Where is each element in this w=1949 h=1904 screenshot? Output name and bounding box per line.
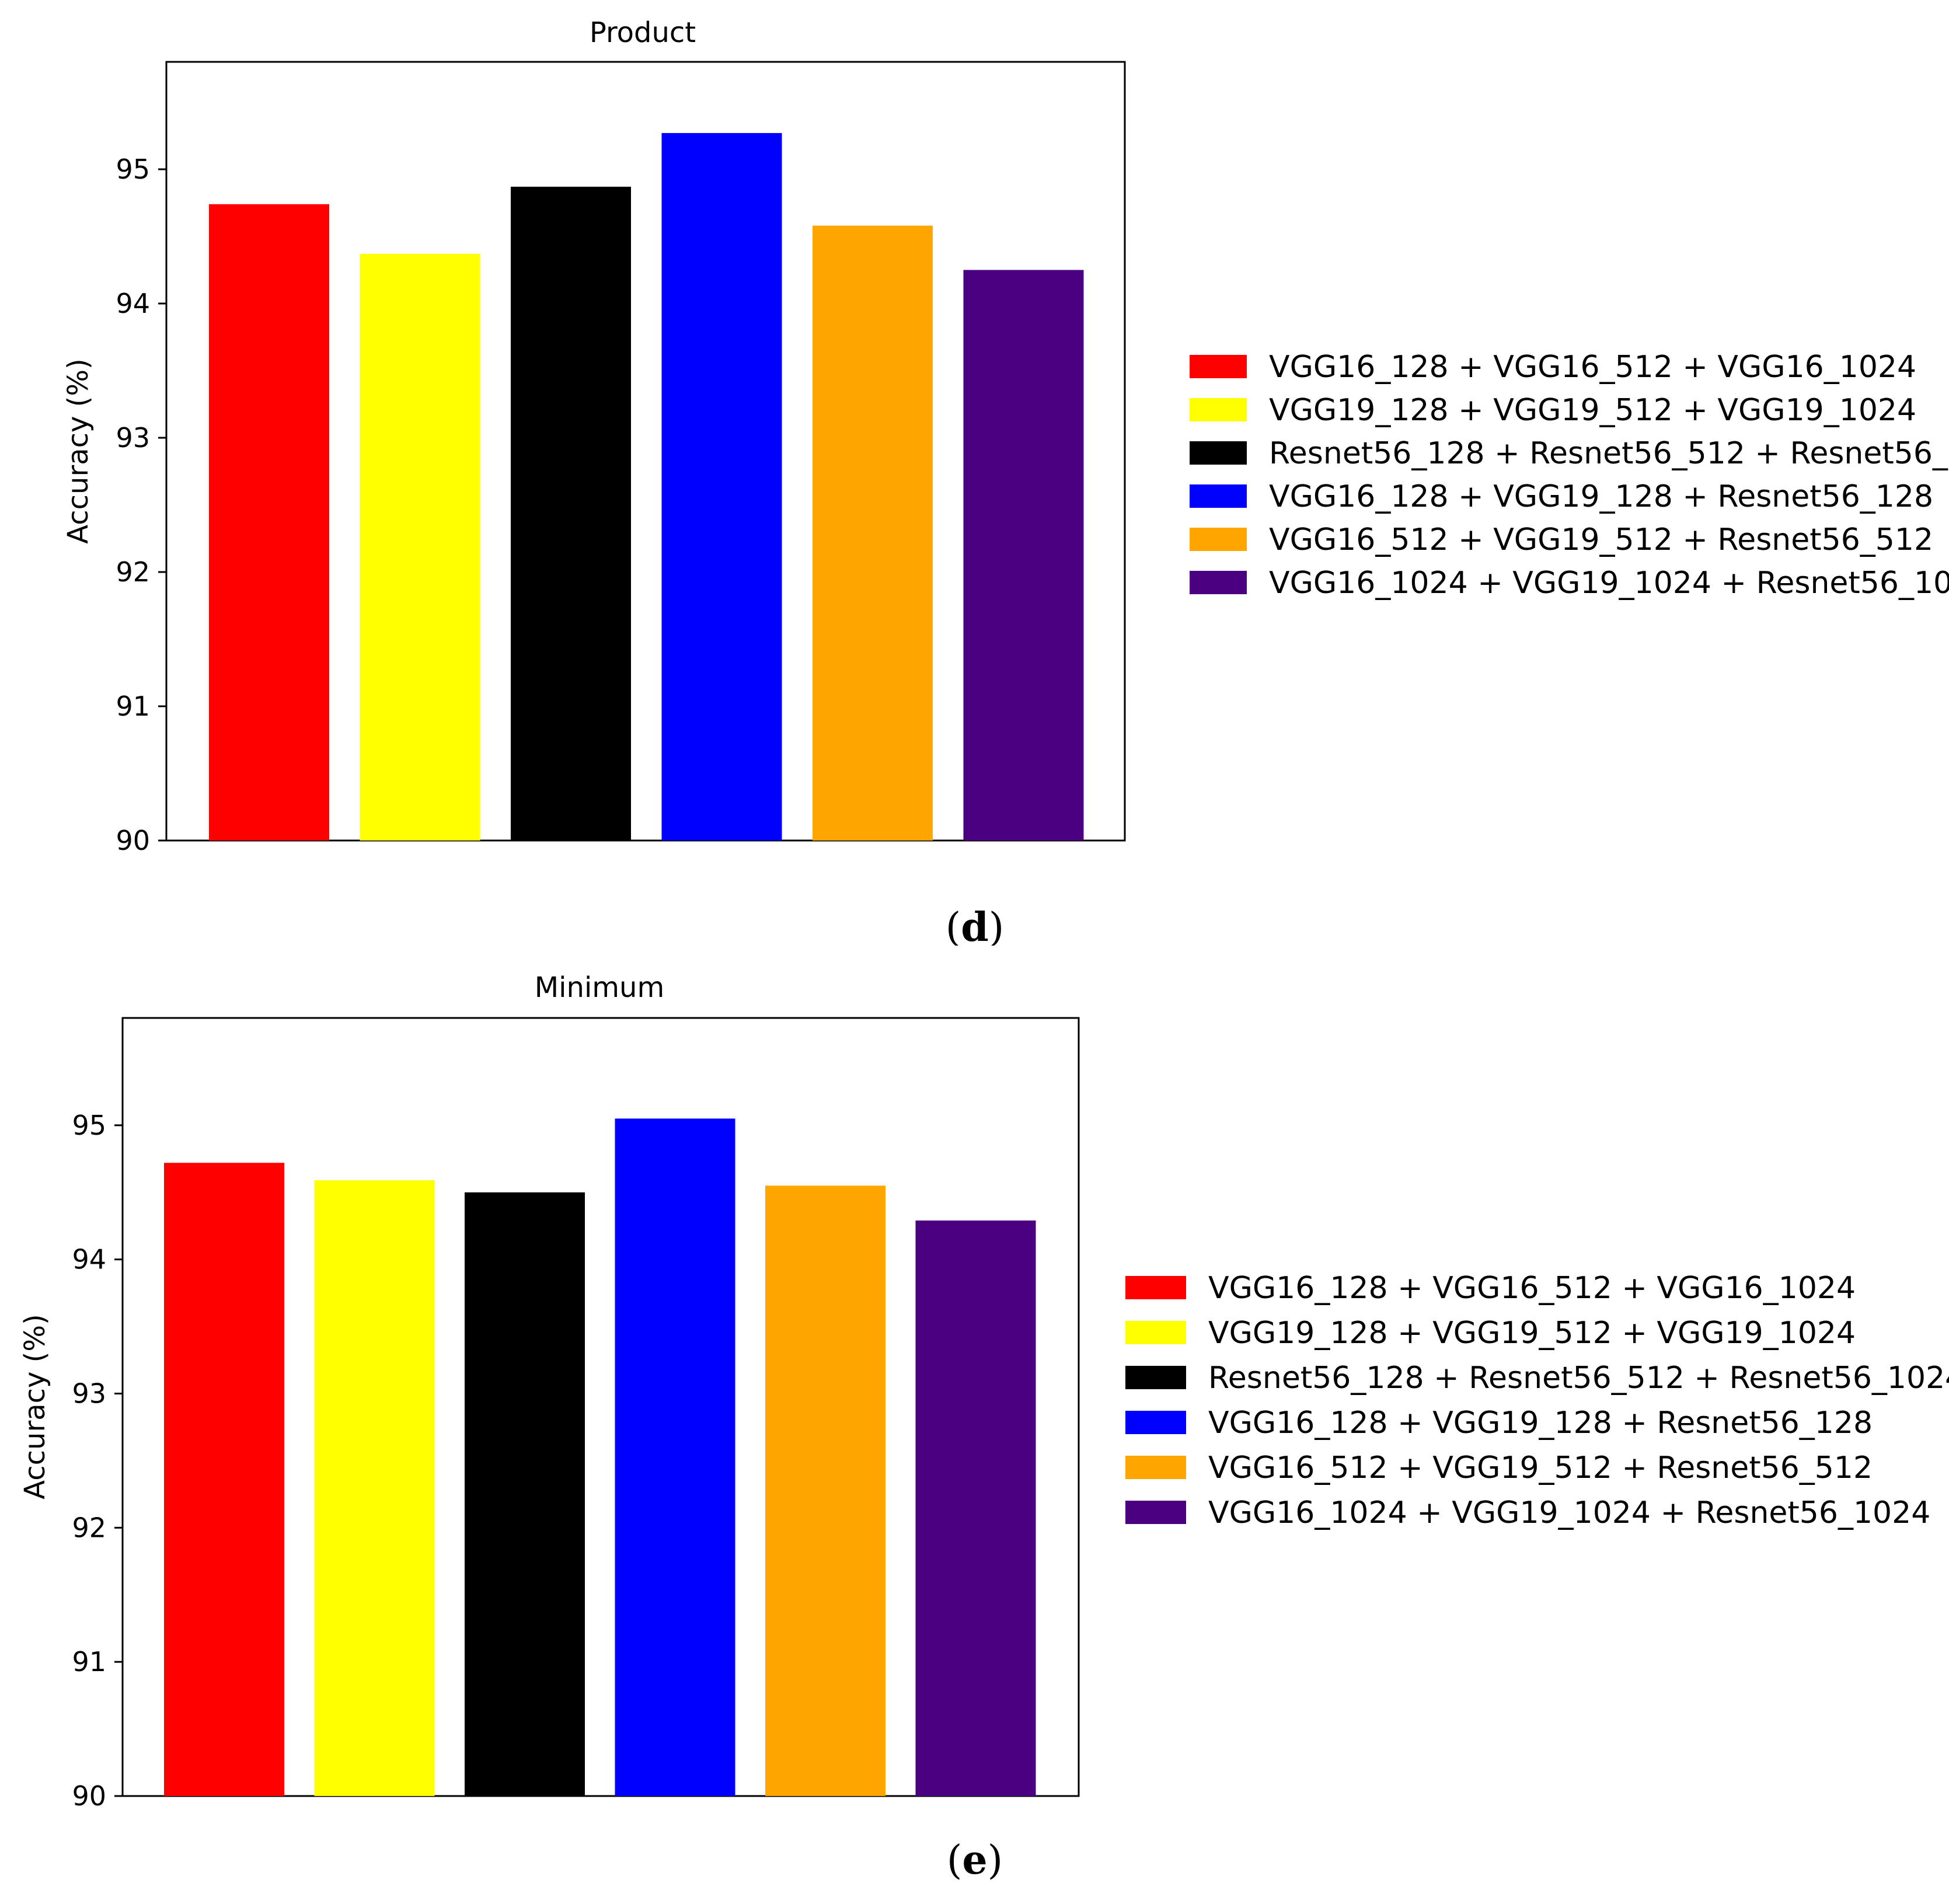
legend-label: VGG19_128 + VGG19_512 + VGG19_1024 xyxy=(1269,393,1916,428)
legend-item: VGG19_128 + VGG19_512 + VGG19_1024 xyxy=(1190,393,1916,428)
legend-label: VGG16_128 + VGG19_128 + Resnet56_128 xyxy=(1269,479,1933,514)
legend-swatch xyxy=(1190,355,1247,378)
y-axis: 90 91 92 93 94 95 xyxy=(72,1110,123,1812)
y-tick-label: 92 xyxy=(72,1512,106,1543)
y-tick-label: 90 xyxy=(72,1780,106,1812)
y-axis: 90 91 92 93 94 95 xyxy=(116,154,166,856)
y-tick-label: 91 xyxy=(116,691,150,722)
bar-group xyxy=(164,1118,1036,1796)
legend-item: VGG16_128 + VGG16_512 + VGG16_1024 xyxy=(1125,1271,1856,1306)
legend-label: Resnet56_128 + Resnet56_512 + Resnet56_1… xyxy=(1208,1361,1949,1396)
panel-label: (e) xyxy=(947,1837,1003,1884)
bar xyxy=(615,1118,735,1796)
y-axis-label: Accuracy (%) xyxy=(19,1314,51,1499)
legend-label: VGG16_1024 + VGG19_1024 + Resnet56_1024 xyxy=(1208,1495,1930,1530)
legend-item: VGG16_1024 + VGG19_1024 + Resnet56_1024 xyxy=(1190,566,1949,601)
legend-item: VGG16_128 + VGG19_128 + Resnet56_128 xyxy=(1125,1406,1873,1441)
panel-label: (d) xyxy=(946,904,1005,946)
panel-letter: d xyxy=(961,904,989,946)
legend-swatch xyxy=(1190,398,1247,421)
y-tick-label: 92 xyxy=(116,556,150,588)
chart-title: Minimum xyxy=(535,971,664,1004)
y-axis-label: Accuracy (%) xyxy=(62,358,95,543)
chart-title: Product xyxy=(590,16,696,49)
legend-swatch xyxy=(1125,1501,1186,1524)
legend-label: VGG19_128 + VGG19_512 + VGG19_1024 xyxy=(1208,1316,1856,1351)
legend-item: Resnet56_128 + Resnet56_512 + Resnet56_1… xyxy=(1190,436,1949,471)
legend-item: VGG16_1024 + VGG19_1024 + Resnet56_1024 xyxy=(1125,1495,1930,1530)
legend-swatch xyxy=(1125,1411,1186,1434)
legend-swatch xyxy=(1125,1456,1186,1479)
bar xyxy=(209,204,329,841)
legend-label: VGG16_512 + VGG19_512 + Resnet56_512 xyxy=(1269,522,1933,557)
legend-item: VGG16_128 + VGG19_128 + Resnet56_128 xyxy=(1190,479,1933,514)
legend-item: Resnet56_128 + Resnet56_512 + Resnet56_1… xyxy=(1125,1361,1949,1396)
panel-letter: e xyxy=(962,1837,987,1884)
bar xyxy=(164,1163,284,1796)
y-tick-label: 94 xyxy=(116,288,150,319)
legend-item: VGG16_128 + VGG16_512 + VGG16_1024 xyxy=(1190,350,1916,385)
legend-item: VGG16_512 + VGG19_512 + Resnet56_512 xyxy=(1190,522,1933,557)
legend-label: VGG16_128 + VGG16_512 + VGG16_1024 xyxy=(1269,350,1916,385)
y-tick-label: 90 xyxy=(116,825,150,856)
y-tick-label: 93 xyxy=(116,422,150,454)
product-chart: Product 90 91 92 93 94 95 Accuracy (%) VGG16_… xyxy=(62,16,1949,946)
legend: VGG16_128 + VGG16_512 + VGG16_1024 VGG19_… xyxy=(1190,350,1949,601)
legend-label: VGG16_128 + VGG19_128 + Resnet56_128 xyxy=(1208,1406,1873,1441)
y-tick-label: 95 xyxy=(72,1110,106,1141)
bar xyxy=(511,186,631,841)
legend-swatch xyxy=(1125,1366,1186,1389)
legend-swatch xyxy=(1125,1276,1186,1299)
legend-item: VGG19_128 + VGG19_512 + VGG19_1024 xyxy=(1125,1316,1856,1351)
bar xyxy=(661,132,782,841)
y-tick-label: 94 xyxy=(72,1244,106,1275)
legend-label: VGG16_512 + VGG19_512 + Resnet56_512 xyxy=(1208,1450,1873,1485)
bar xyxy=(765,1185,885,1796)
bar xyxy=(963,270,1084,841)
bar xyxy=(360,253,480,841)
legend-label: VGG16_128 + VGG16_512 + VGG16_1024 xyxy=(1208,1271,1856,1306)
bar xyxy=(915,1220,1036,1796)
minimum-chart: Minimum 90 91 92 93 94 95 Accuracy (%) VGG16_… xyxy=(19,971,1949,1884)
legend-swatch xyxy=(1190,441,1247,465)
y-tick-label: 91 xyxy=(72,1646,106,1678)
legend-swatch xyxy=(1190,484,1247,508)
y-tick-label: 93 xyxy=(72,1378,106,1410)
bar xyxy=(465,1192,585,1796)
legend-swatch xyxy=(1190,528,1247,551)
legend-swatch xyxy=(1125,1321,1186,1344)
legend-swatch xyxy=(1190,571,1247,594)
bar-group xyxy=(209,132,1084,841)
y-tick-label: 95 xyxy=(116,154,150,185)
legend-label: Resnet56_128 + Resnet56_512 + Resnet56_1… xyxy=(1269,436,1949,471)
bar xyxy=(314,1180,435,1796)
legend-label: VGG16_1024 + VGG19_1024 + Resnet56_1024 xyxy=(1269,566,1949,601)
legend-item: VGG16_512 + VGG19_512 + Resnet56_512 xyxy=(1125,1450,1873,1485)
legend: VGG16_128 + VGG16_512 + VGG16_1024 VGG19_… xyxy=(1125,1271,1949,1530)
bar xyxy=(813,225,933,841)
